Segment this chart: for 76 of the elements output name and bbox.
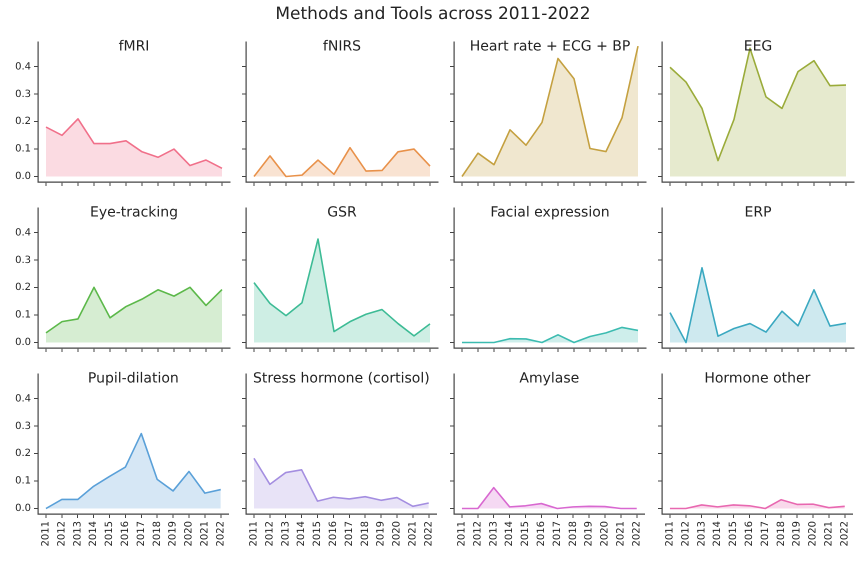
x-tick-label: 2012 <box>56 521 68 546</box>
x-tick-label: 2014 <box>712 521 724 546</box>
x-tick-label: 2011 <box>248 521 260 546</box>
y-tick-label: 0.3 <box>15 88 31 100</box>
x-tick-label: 2019 <box>792 521 803 546</box>
x-tick-label: 2013 <box>280 521 292 546</box>
chart-title: EEG <box>744 38 772 55</box>
chart-title: fMRI <box>118 38 150 55</box>
y-tick-label: 0.0 <box>15 337 31 348</box>
x-tick-label: 2020 <box>392 521 403 546</box>
y-tick-label: 0.1 <box>15 144 31 155</box>
x-tick-label: 2016 <box>536 521 547 546</box>
chart-title: Heart rate + ECG + BP <box>470 38 630 55</box>
x-tick-label: 2017 <box>136 521 147 546</box>
x-tick-label: 2015 <box>520 521 532 546</box>
chart-title: Pupil-dilation <box>88 370 179 387</box>
y-tick-label: 0.1 <box>15 476 31 487</box>
x-tick-label: 2016 <box>120 521 131 546</box>
x-tick-label: 2015 <box>728 521 740 546</box>
chart-title: Facial expression <box>490 204 610 221</box>
chart-title: GSR <box>327 204 357 221</box>
x-tick-label: 2022 <box>215 521 226 546</box>
x-tick-label: 2014 <box>504 521 516 546</box>
x-tick-label: 2014 <box>296 521 308 546</box>
x-tick-label: 2020 <box>808 521 819 546</box>
x-tick-label: 2011 <box>40 521 52 546</box>
chart-title: Stress hormone (cortisol) <box>253 370 430 387</box>
y-tick-label: 0.3 <box>15 254 31 266</box>
y-tick-label: 0.4 <box>15 227 31 238</box>
x-tick-label: 2011 <box>456 521 468 546</box>
x-tick-label: 2013 <box>72 521 84 546</box>
chart-title: Eye-tracking <box>90 204 178 221</box>
y-tick-label: 0.2 <box>15 282 31 294</box>
chart-title: Hormone other <box>704 370 811 387</box>
x-tick-label: 2016 <box>744 521 755 546</box>
x-tick-label: 2022 <box>423 521 434 546</box>
x-tick-label: 2017 <box>552 521 563 546</box>
text: Methods and Tools across 2011-2022 <box>274 3 592 26</box>
x-tick-label: 2014 <box>88 521 100 546</box>
x-tick-label: 2012 <box>680 521 692 546</box>
y-tick-label: 0.0 <box>15 171 31 182</box>
x-tick-label: 2015 <box>104 521 116 546</box>
y-tick-label: 0.2 <box>15 116 31 128</box>
x-tick-label: 2011 <box>664 521 676 546</box>
x-tick-label: 2021 <box>199 521 210 546</box>
x-tick-label: 2021 <box>823 521 834 546</box>
chart-title: Amylase <box>519 370 580 387</box>
x-tick-label: 2018 <box>152 521 163 546</box>
x-tick-label: 2022 <box>839 521 850 546</box>
x-tick-label: 2015 <box>312 521 324 546</box>
chart-title: fNIRS <box>322 38 362 55</box>
x-tick-label: 2021 <box>615 521 626 546</box>
x-tick-label: 2018 <box>776 521 787 546</box>
x-tick-label: 2020 <box>600 521 611 546</box>
x-tick-label: 2022 <box>631 521 642 546</box>
x-tick-label: 2013 <box>488 521 500 546</box>
y-tick-label: 0.3 <box>15 420 31 432</box>
x-tick-label: 2020 <box>184 521 195 546</box>
x-tick-label: 2017 <box>344 521 355 546</box>
y-tick-label: 0.1 <box>15 310 31 321</box>
y-tick-label: 0.0 <box>15 503 31 514</box>
x-tick-label: 2019 <box>376 521 387 546</box>
x-tick-label: 2012 <box>472 521 484 546</box>
x-tick-label: 2013 <box>696 521 708 546</box>
x-tick-label: 2017 <box>760 521 771 546</box>
y-tick-label: 0.4 <box>15 61 31 72</box>
y-tick-label: 0.2 <box>15 448 31 460</box>
x-tick-label: 2018 <box>360 521 371 546</box>
x-tick-label: 2012 <box>264 521 276 546</box>
y-tick-label: 0.4 <box>15 393 31 404</box>
x-tick-label: 2016 <box>328 521 339 546</box>
x-tick-label: 2019 <box>584 521 595 546</box>
x-tick-label: 2021 <box>407 521 418 546</box>
x-tick-label: 2018 <box>568 521 579 546</box>
x-tick-label: 2019 <box>168 521 179 546</box>
chart-title: ERP <box>744 204 772 221</box>
